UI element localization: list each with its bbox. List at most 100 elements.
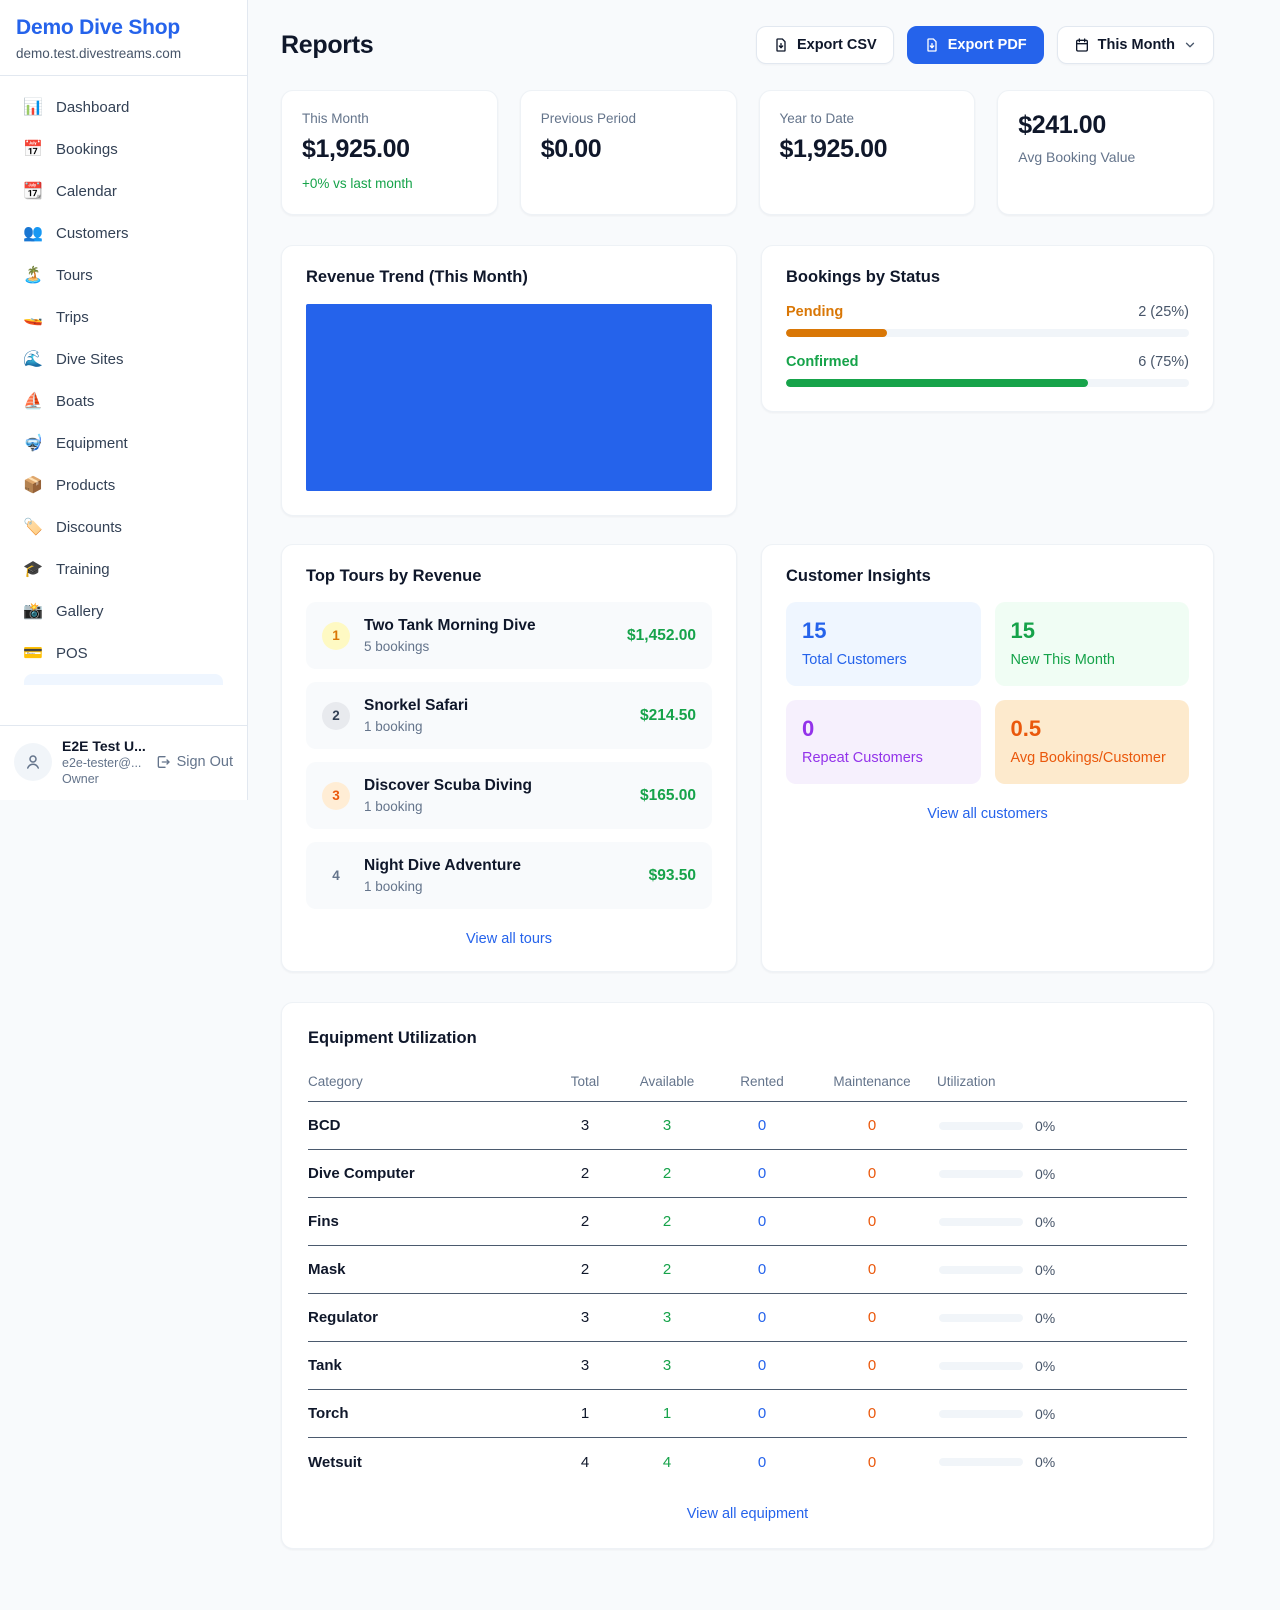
table-row: Wetsuit 4 4 0 0 0%: [308, 1438, 1187, 1486]
rank-badge: 4: [332, 868, 340, 883]
customer-insights-title: Customer Insights: [786, 567, 931, 585]
cell-total: 4: [580, 1453, 590, 1471]
table-row: Regulator 3 3 0 0 0%: [308, 1294, 1187, 1342]
file-download-icon: [776, 38, 786, 52]
sidebar-item-dive-sites[interactable]: 🌊 Dive Sites: [12, 338, 235, 380]
stat-value: $0.00: [540, 135, 602, 163]
cell-category: Mask: [308, 1261, 346, 1278]
sidebar-item-calendar[interactable]: 📆 Calendar: [12, 170, 235, 212]
period-select[interactable]: This Month: [1056, 26, 1214, 64]
cell-available: 3: [662, 1357, 672, 1374]
tag-icon: 🏷️: [23, 519, 43, 536]
sidebar-item-customers[interactable]: 👥 Customers: [12, 212, 235, 254]
page-header: Reports Export CSV Export PDF This Month: [281, 26, 1214, 64]
sidebar-item-label: Gallery: [56, 602, 104, 620]
cell-utilization: 0%: [937, 1214, 1187, 1230]
credit-card-icon: 💳: [23, 645, 43, 662]
cell-available: 2: [662, 1165, 672, 1182]
cell-maintenance: 0: [867, 1165, 877, 1182]
tour-bookings: 1 booking: [364, 719, 423, 734]
insight-tile-new-this-month: 15 New This Month: [994, 602, 1189, 686]
utilization-percent: 0%: [1035, 1261, 1056, 1278]
speedboat-icon: 🚤: [23, 309, 43, 326]
sign-out-label: Sign Out: [176, 754, 233, 770]
status-label: Pending: [786, 304, 844, 320]
sidebar-item-discounts[interactable]: 🏷️ Discounts: [12, 506, 235, 548]
sidebar-item-pos[interactable]: 💳 POS: [12, 632, 235, 674]
sidebar-item-trips[interactable]: 🚤 Trips: [12, 296, 235, 338]
tour-amount: $93.50: [648, 866, 696, 884]
tour-list-item[interactable]: 3 Discover Scuba Diving 1 booking $165.0…: [306, 762, 712, 829]
cell-utilization: 0%: [937, 1166, 1187, 1182]
view-all-customers-link[interactable]: View all customers: [927, 806, 1048, 822]
sidebar-item-gallery[interactable]: 📸 Gallery: [12, 590, 235, 632]
sign-out-icon: [157, 756, 170, 768]
calendar-icon: 📆: [23, 183, 43, 200]
cell-total: 3: [580, 1357, 590, 1374]
cell-utilization: 0%: [937, 1358, 1187, 1374]
col-category: Category: [308, 1074, 363, 1089]
sidebar-item-reports-partial[interactable]: [24, 674, 223, 685]
user-footer: E2E Test U... e2e-tester@... Owner Sign …: [0, 725, 247, 800]
status-row-confirmed: Confirmed 6 (75%): [786, 354, 1189, 387]
tour-bookings: 1 booking: [364, 799, 423, 814]
cell-available: 3: [662, 1117, 672, 1134]
insight-value: 15: [1010, 618, 1035, 643]
view-all-equipment-link[interactable]: View all equipment: [686, 1506, 809, 1522]
col-available: Available: [639, 1074, 695, 1089]
cell-rented: 0: [757, 1213, 767, 1230]
col-rented: Rented: [740, 1074, 784, 1089]
revenue-trend-card: Revenue Trend (This Month): [281, 245, 737, 516]
sidebar-item-bookings[interactable]: 📅 Bookings: [12, 128, 235, 170]
utilization-percent: 0%: [1035, 1213, 1056, 1230]
cell-available: 4: [662, 1453, 672, 1471]
cell-rented: 0: [757, 1117, 767, 1134]
cell-category: Fins: [308, 1213, 339, 1230]
sidebar-item-training[interactable]: 🎓 Training: [12, 548, 235, 590]
utilization-bar: [939, 1121, 1023, 1130]
table-row: Mask 2 2 0 0 0%: [308, 1246, 1187, 1294]
utilization-bar: [939, 1361, 1023, 1370]
cell-rented: 0: [757, 1309, 767, 1326]
view-all-tours-link[interactable]: View all tours: [466, 931, 552, 947]
tour-list-item[interactable]: 1 Two Tank Morning Dive 5 bookings $1,45…: [306, 602, 712, 669]
cell-maintenance: 0: [867, 1405, 877, 1422]
sidebar-item-products[interactable]: 📦 Products: [12, 464, 235, 506]
sidebar-item-label: Training: [56, 560, 110, 578]
export-csv-button[interactable]: Export CSV: [755, 26, 894, 64]
sidebar-item-equipment[interactable]: 🤿 Equipment: [12, 422, 235, 464]
sidebar-item-tours[interactable]: 🏝️ Tours: [12, 254, 235, 296]
sailboat-icon: ⛵: [23, 393, 43, 410]
export-pdf-button[interactable]: Export PDF: [906, 26, 1044, 64]
export-pdf-label: Export PDF: [947, 37, 1027, 53]
col-utilization: Utilization: [937, 1074, 996, 1089]
user-email: e2e-tester@...: [62, 756, 142, 770]
stat-label: Year to Date: [779, 111, 855, 126]
sidebar-item-label: Tours: [56, 266, 93, 284]
cell-utilization: 0%: [937, 1406, 1187, 1422]
cell-rented: 0: [757, 1261, 767, 1278]
tour-amount: $1,452.00: [627, 626, 696, 644]
stat-card-year-to-date: Year to Date $1,925.00: [758, 90, 976, 215]
sidebar-item-dashboard[interactable]: 📊 Dashboard: [12, 86, 235, 128]
insight-tile-avg-bookings: 0.5 Avg Bookings/Customer: [994, 700, 1189, 784]
insight-value: 15: [802, 618, 827, 643]
sign-out-button[interactable]: Sign Out: [155, 754, 233, 770]
charts-row: Revenue Trend (This Month) Bookings by S…: [281, 245, 1214, 516]
page-title: Reports: [281, 30, 374, 59]
tour-name: Snorkel Safari: [364, 697, 469, 714]
tour-list-item[interactable]: 4 Night Dive Adventure 1 booking $93.50: [306, 842, 712, 909]
avatar: [14, 743, 52, 781]
cell-maintenance: 0: [867, 1309, 877, 1326]
user-role: Owner: [62, 772, 99, 786]
diving-mask-icon: 🤿: [23, 435, 43, 452]
status-progress-track: [786, 379, 1189, 387]
utilization-percent: 0%: [1035, 1117, 1056, 1134]
sidebar-item-label: Trips: [56, 308, 89, 326]
col-maintenance: Maintenance: [833, 1074, 911, 1089]
sidebar-item-boats[interactable]: ⛵ Boats: [12, 380, 235, 422]
tour-list-item[interactable]: 2 Snorkel Safari 1 booking $214.50: [306, 682, 712, 749]
revenue-trend-title: Revenue Trend (This Month): [306, 268, 528, 286]
sidebar-item-label: Dashboard: [56, 98, 130, 116]
brand-block: Demo Dive Shop demo.test.divestreams.com: [0, 0, 247, 76]
